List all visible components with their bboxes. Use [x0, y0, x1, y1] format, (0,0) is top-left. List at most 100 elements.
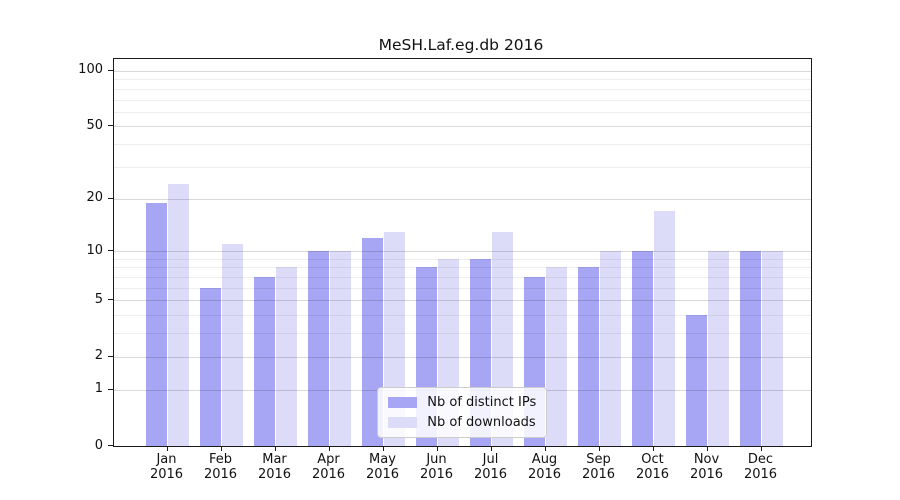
y-tick-label: 20 [86, 190, 103, 206]
bar-nb-of-downloads-sep [599, 251, 622, 446]
gridline-minor-4 [113, 315, 811, 317]
gridline-minor-6 [113, 287, 811, 289]
x-tick-year: 2016 [257, 467, 292, 482]
x-tick-label-mar: Mar 2016 [245, 452, 305, 482]
x-tick-label-nov: Nov 2016 [677, 452, 737, 482]
y-tick [108, 388, 113, 390]
x-tick-label-jun: Jun 2016 [407, 452, 467, 482]
legend: Nb of distinct IPs Nb of downloads [377, 387, 548, 438]
gridline-minor-9 [113, 258, 811, 260]
x-tick-label-jan: Jan 2016 [137, 452, 197, 482]
gridline-minor-7 [113, 277, 811, 278]
gridline-major-20 [113, 198, 811, 200]
gridline-major-100 [113, 70, 811, 72]
x-tick-month: Apr [317, 452, 340, 467]
y-tick-label: 1 [94, 381, 103, 397]
gridline-minor-60 [113, 111, 811, 113]
y-tick [108, 445, 113, 446]
x-tick-year: 2016 [149, 467, 184, 482]
legend-label: Nb of distinct IPs [427, 395, 537, 410]
legend-entry-nb-of-distinct-ips: Nb of distinct IPs [388, 395, 536, 410]
x-tick-year: 2016 [635, 467, 670, 482]
x-tick-year: 2016 [419, 467, 454, 482]
plot-area: Nb of distinct IPs Nb of downloads [112, 58, 812, 447]
y-tick-label: 100 [78, 62, 103, 78]
y-tick-label: 50 [86, 117, 103, 133]
bar-nb-of-downloads-jan [167, 184, 190, 446]
gridline-minor-80 [113, 88, 811, 90]
legend-swatch-nb-of-downloads [388, 417, 418, 428]
x-tick-month: Aug [531, 452, 558, 467]
x-tick [436, 446, 438, 451]
y-tick [108, 125, 113, 127]
x-tick-label-feb: Feb 2016 [191, 452, 251, 482]
bar-nb-of-distinct-ips-mar [253, 277, 276, 446]
legend-entry-nb-of-downloads: Nb of downloads [388, 415, 536, 430]
legend-label: Nb of downloads [427, 415, 536, 430]
x-tick-month: Jul [482, 452, 499, 467]
bar-nb-of-downloads-apr [329, 251, 352, 446]
x-tick [760, 446, 762, 451]
gridline-minor-30 [113, 166, 811, 168]
x-tick-year: 2016 [527, 467, 562, 482]
x-tick-month: Nov [693, 452, 720, 467]
x-tick [328, 446, 330, 451]
x-tick-month: Dec [747, 452, 774, 467]
x-tick-year: 2016 [311, 467, 346, 482]
x-tick-month: Jun [426, 452, 447, 467]
bar-nb-of-distinct-ips-nov [685, 315, 708, 446]
gridline-minor-8 [113, 267, 811, 269]
x-tick [706, 446, 708, 451]
x-tick [220, 446, 222, 451]
x-tick-label-jul: Jul 2016 [461, 452, 521, 482]
bar-nb-of-downloads-mar [275, 267, 298, 446]
x-tick-year: 2016 [473, 467, 508, 482]
y-tick [108, 197, 113, 199]
chart-title: MeSH.Laf.eg.db 2016 [378, 36, 544, 54]
x-tick-label-sep: Sep 2016 [569, 452, 629, 482]
x-tick-label-oct: Oct 2016 [623, 452, 683, 482]
gridline-minor-90 [113, 79, 811, 81]
y-tick-label: 0 [94, 437, 103, 453]
x-tick [382, 446, 384, 451]
x-tick-month: Mar [262, 452, 287, 467]
x-tick [490, 446, 492, 451]
gridline-minor-70 [113, 99, 811, 101]
bar-nb-of-downloads-oct [653, 211, 676, 446]
bar-nb-of-distinct-ips-feb [199, 287, 222, 446]
x-tick-label-may: May 2016 [353, 452, 413, 482]
x-tick-month: May [369, 452, 396, 467]
x-tick [598, 446, 600, 451]
x-tick [166, 446, 168, 451]
bar-nb-of-distinct-ips-oct [631, 251, 654, 446]
bar-nb-of-distinct-ips-apr [307, 251, 330, 446]
x-tick-year: 2016 [743, 467, 778, 482]
x-tick-year: 2016 [581, 467, 616, 482]
bar-nb-of-distinct-ips-jan [145, 202, 168, 446]
bar-nb-of-distinct-ips-sep [577, 267, 600, 446]
y-tick [108, 69, 113, 71]
x-tick [544, 446, 546, 451]
legend-swatch-nb-of-distinct-ips [388, 397, 418, 408]
y-tick [108, 299, 113, 301]
gridline-minor-3 [113, 333, 811, 335]
x-tick-month: Sep [586, 452, 611, 467]
bar-nb-of-distinct-ips-dec [739, 251, 762, 446]
gridline-major-50 [113, 126, 811, 128]
gridline-minor-40 [113, 144, 811, 146]
bar-nb-of-downloads-aug [545, 267, 568, 446]
y-tick [108, 355, 113, 357]
gridline-major-10 [113, 251, 811, 253]
bar-nb-of-downloads-feb [221, 244, 244, 446]
x-tick-label-aug: Aug 2016 [515, 452, 575, 482]
x-tick-year: 2016 [365, 467, 400, 482]
y-tick-label: 5 [94, 291, 103, 307]
x-tick [274, 446, 276, 451]
gridline-major-2 [113, 356, 811, 358]
x-tick-month: Oct [641, 452, 664, 467]
x-tick-label-dec: Dec 2016 [731, 452, 791, 482]
x-tick-year: 2016 [203, 467, 238, 482]
x-tick-month: Feb [208, 452, 233, 467]
x-tick [652, 446, 654, 451]
